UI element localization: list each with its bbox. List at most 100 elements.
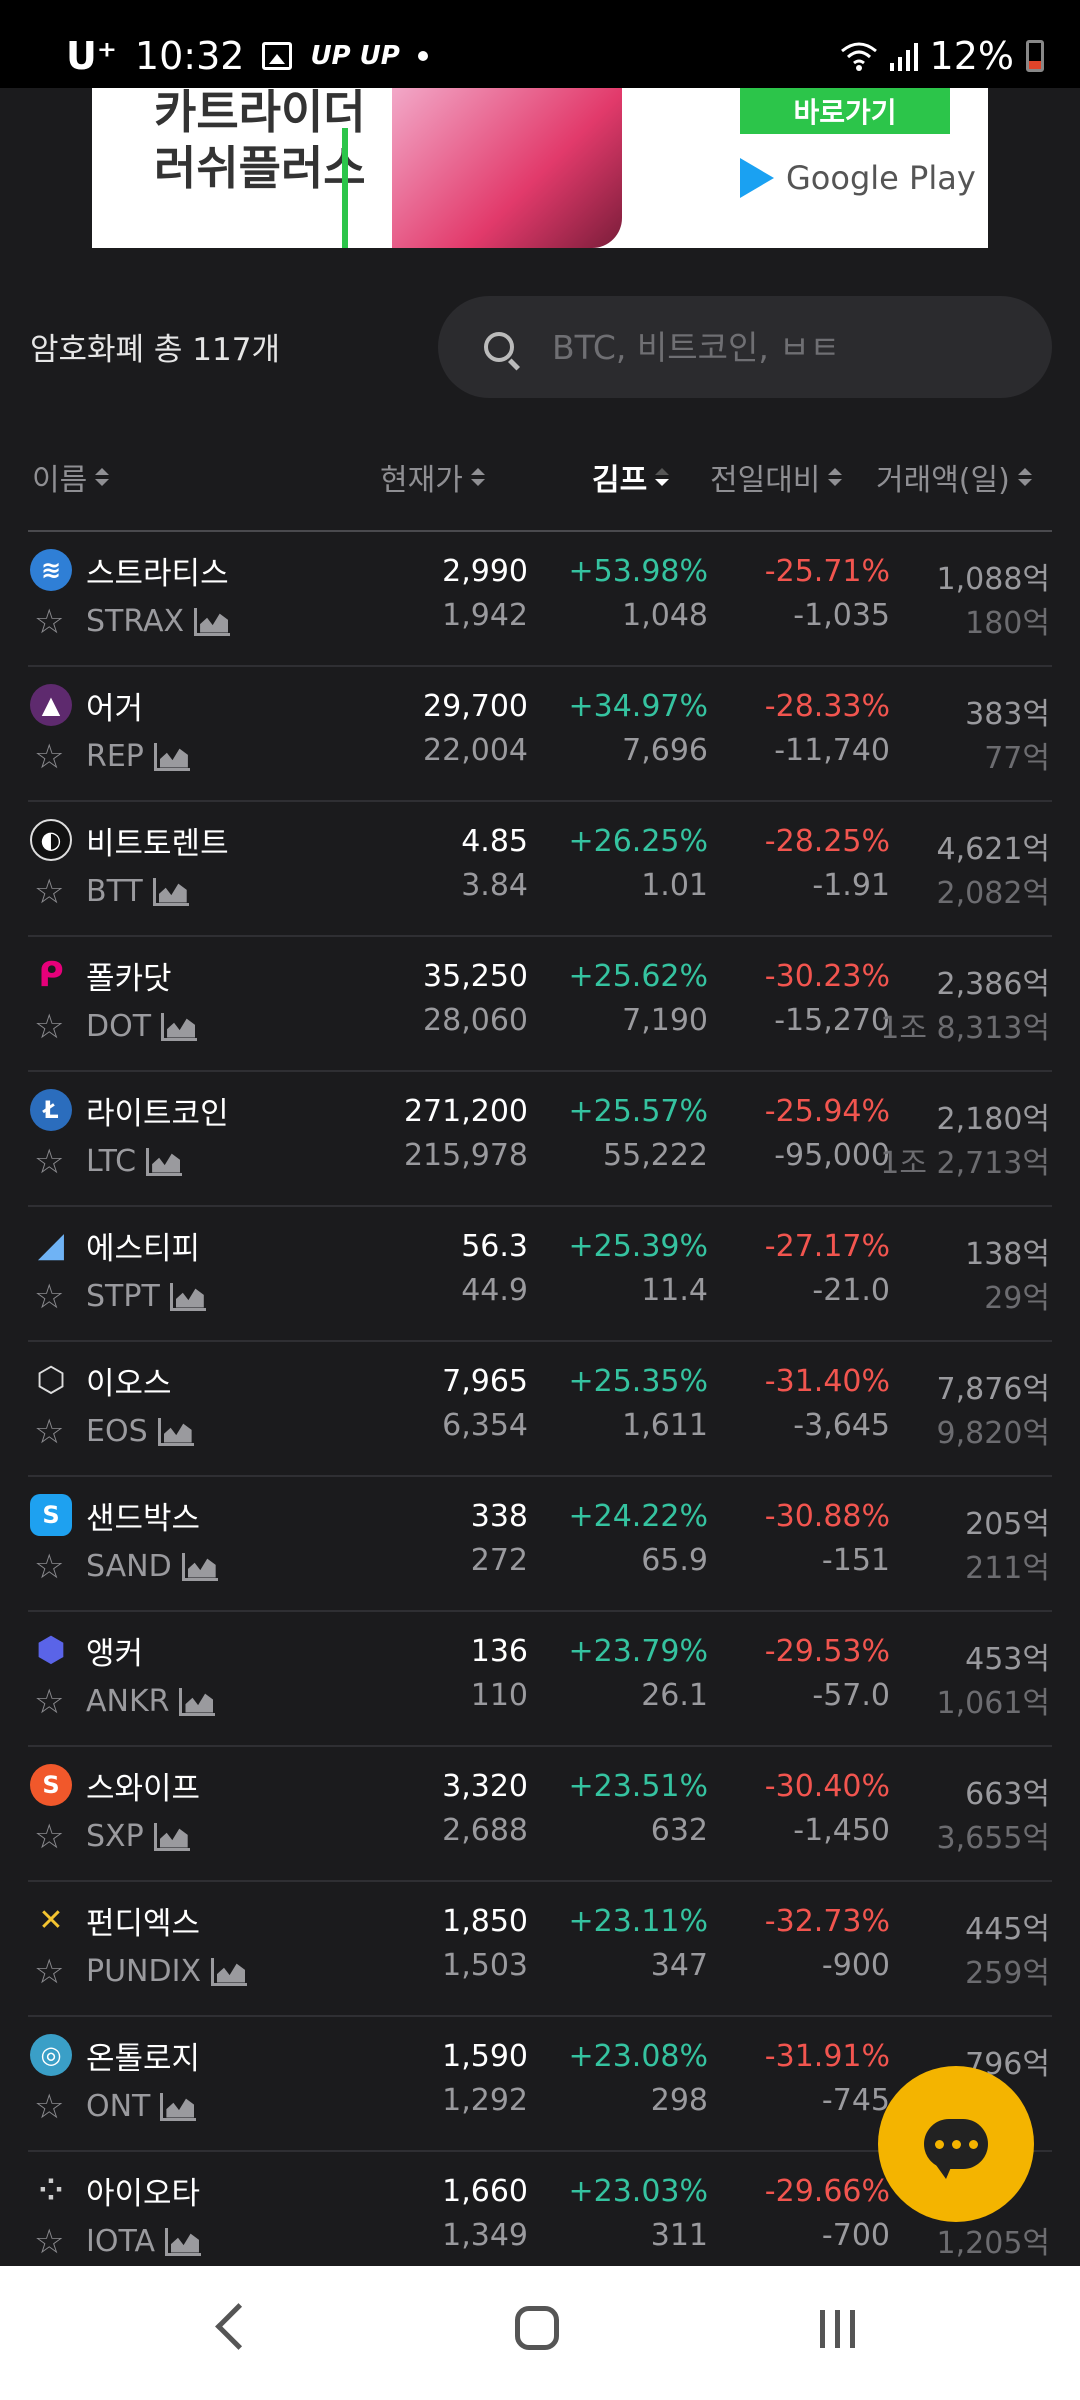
ad-banner[interactable]: 카트라이더 러쉬플러스 바로가기 Google Play [92,88,988,248]
coin-row[interactable]: Ł 라이트코인 ☆ LTC 271,200 215,978 +25.57% 55… [28,1072,1052,1207]
column-header-kimp[interactable]: 김프 [592,455,670,499]
favorite-star-icon[interactable]: ☆ [34,2222,65,2262]
chart-icon[interactable] [160,2092,197,2121]
favorite-star-icon[interactable]: ☆ [34,1952,65,1992]
coin-ticker: SXP [86,1819,190,1854]
column-header-volume[interactable]: 거래액(일) [876,455,1032,499]
favorite-star-icon[interactable]: ☆ [34,2087,65,2127]
coin-row[interactable]: ◢ 에스티피 ☆ STPT 56.3 44.9 +25.39% 11.4 -27… [28,1207,1052,1342]
current-price: 29,700 [423,689,528,724]
column-header-change-label: 전일대비 [710,463,821,498]
coin-row[interactable]: ◎ 온톨로지 ☆ ONT 1,590 1,292 +23.08% 298 -31… [28,2017,1052,2152]
coin-row[interactable]: S 샌드박스 ☆ SAND 338 272 +24.22% 65.9 -30.8… [28,1477,1052,1612]
status-bar: U⁺ 10:32 UP UP 12% [0,0,1080,88]
coin-ticker: STPT [86,1279,206,1314]
coin-list: ≋ 스트라티스 ☆ STRAX 2,990 1,942 +53.98% 1,04… [28,532,1052,2287]
change-amount: -900 [821,1948,890,1983]
current-price: 35,250 [423,959,528,994]
home-icon[interactable] [515,2306,559,2350]
chart-icon[interactable] [164,2227,201,2256]
back-icon[interactable] [215,2303,262,2350]
chart-icon[interactable] [152,877,189,906]
chart-icon[interactable] [153,1822,190,1851]
ticker-label: BTT [86,874,143,909]
favorite-star-icon[interactable]: ☆ [34,872,65,912]
ticker-label: REP [86,739,144,774]
coin-row[interactable]: ᑭ 폴카닷 ☆ DOT 35,250 28,060 +25.62% 7,190 … [28,937,1052,1072]
change-percent: -31.40% [764,1364,890,1399]
coin-name: 펀디엑스 [86,1906,201,1942]
favorite-star-icon[interactable]: ☆ [34,1007,65,1047]
wifi-icon [840,42,877,71]
current-price: 56.3 [461,1229,528,1264]
volume-foreign: 211억 [965,1551,1050,1586]
favorite-star-icon[interactable]: ☆ [34,602,65,642]
foreign-price: 272 [470,1543,528,1578]
coin-row[interactable]: ⬢ 앵커 ☆ ANKR 136 110 +23.79% 26.1 -29.53%… [28,1612,1052,1747]
kimp-percent: +25.35% [568,1364,708,1399]
coin-row[interactable]: S 스와이프 ☆ SXP 3,320 2,688 +23.51% 632 -30… [28,1747,1052,1882]
foreign-price: 28,060 [423,1003,528,1038]
coin-row[interactable]: ◐ 비트토렌트 ☆ BTT 4.85 3.84 +26.25% 1.01 -28… [28,802,1052,937]
ticker-label: ANKR [86,1684,170,1719]
google-play-badge[interactable]: Google Play [740,158,976,198]
favorite-star-icon[interactable]: ☆ [34,1547,65,1587]
kimp-amount: 347 [650,1948,708,1983]
current-price: 1,850 [442,1904,528,1939]
chart-icon[interactable] [181,1552,218,1581]
favorite-star-icon[interactable]: ☆ [34,1142,65,1182]
column-header-price[interactable]: 현재가 [380,455,485,499]
kimp-amount: 7,190 [622,1003,708,1038]
volume-domestic: 205억 [965,1507,1050,1542]
column-header-name[interactable]: 이름 [32,455,110,499]
coin-row[interactable]: ✕ 펀디엑스 ☆ PUNDIX 1,850 1,503 +23.11% 347 … [28,1882,1052,2017]
volume-foreign: 29억 [984,1281,1050,1316]
volume-domestic: 7,876억 [936,1372,1050,1407]
chart-icon[interactable] [157,1417,194,1446]
ad-cta-button[interactable]: 바로가기 [740,88,950,134]
volume-domestic: 2,180억 [936,1102,1050,1137]
chart-icon[interactable] [179,1687,216,1716]
change-percent: -25.71% [764,554,890,589]
current-price: 7,965 [442,1364,528,1399]
kimp-amount: 7,696 [622,733,708,768]
search-bar[interactable] [438,296,1052,398]
volume-domestic: 663억 [965,1777,1050,1812]
foreign-price: 3.84 [461,868,528,903]
favorite-star-icon[interactable]: ☆ [34,1277,65,1317]
change-percent: -28.33% [764,689,890,724]
volume-domestic: 4,621억 [936,832,1050,867]
ticker-label: STPT [86,1279,160,1314]
volume-domestic: 453억 [965,1642,1050,1677]
favorite-star-icon[interactable]: ☆ [34,1682,65,1722]
coin-row[interactable]: ▲ 어거 ☆ REP 29,700 22,004 +34.97% 7,696 -… [28,667,1052,802]
coin-ticker: LTC [86,1144,183,1179]
chart-icon[interactable] [194,607,231,636]
kimp-percent: +23.08% [568,2039,708,2074]
column-header-change[interactable]: 전일대비 [710,455,843,499]
recent-apps-icon[interactable] [820,2310,855,2348]
coin-row[interactable]: ⬡ 이오스 ☆ EOS 7,965 6,354 +25.35% 1,611 -3… [28,1342,1052,1477]
chart-icon[interactable] [211,1957,247,1986]
volume-domestic: 2,386억 [936,967,1050,1002]
favorite-star-icon[interactable]: ☆ [34,1412,65,1452]
volume-foreign: 77억 [984,741,1050,776]
coin-row[interactable]: ≋ 스트라티스 ☆ STRAX 2,990 1,942 +53.98% 1,04… [28,532,1052,667]
chart-icon[interactable] [153,742,190,771]
change-percent: -30.88% [764,1499,890,1534]
favorite-star-icon[interactable]: ☆ [34,1817,65,1857]
favorite-star-icon[interactable]: ☆ [34,737,65,777]
change-percent: -30.23% [764,959,890,994]
chart-icon[interactable] [161,1012,198,1041]
ad-decoration [342,128,348,248]
chat-button[interactable] [878,2066,1034,2222]
kimp-amount: 65.9 [641,1543,708,1578]
volume-foreign: 2,082억 [936,876,1050,911]
coin-ticker: REP [86,739,190,774]
coin-row[interactable]: ⁘ 아이오타 ☆ IOTA 1,660 1,349 +23.03% 311 -2… [28,2152,1052,2287]
search-input[interactable] [550,326,1034,368]
chart-icon[interactable] [146,1147,183,1176]
ticker-label: EOS [86,1414,148,1449]
volume-domestic: 1,088억 [936,562,1050,597]
chart-icon[interactable] [169,1282,206,1311]
